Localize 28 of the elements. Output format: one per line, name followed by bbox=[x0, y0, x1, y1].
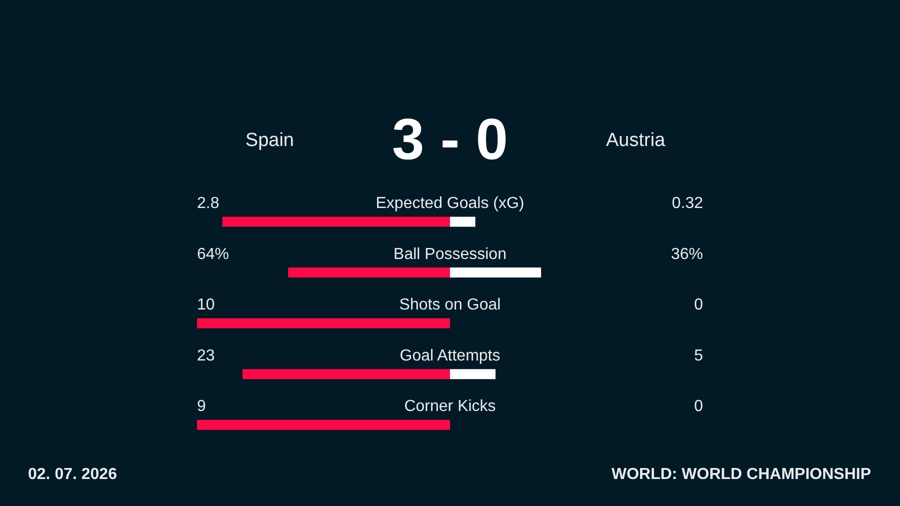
y-tick-label: Ball Possession bbox=[394, 246, 506, 263]
text: Austria bbox=[606, 130, 666, 151]
text: 0 bbox=[694, 296, 704, 314]
text: Spain bbox=[245, 130, 294, 151]
annotation: 23 bbox=[197, 347, 215, 364]
annotation: 64% bbox=[197, 246, 230, 263]
y-tick-label: Corner Kicks bbox=[404, 398, 496, 416]
text: 36% bbox=[670, 246, 703, 263]
bar bbox=[450, 369, 496, 380]
annotation: 10 bbox=[197, 296, 215, 314]
bar bbox=[197, 318, 450, 328]
annotation: 2.8 bbox=[197, 195, 220, 212]
text: WORLD: WORLD CHAMPIONSHIP bbox=[611, 466, 872, 483]
text: 5 bbox=[694, 347, 704, 364]
text: 0.32 bbox=[672, 195, 704, 212]
bar bbox=[288, 268, 450, 278]
bar bbox=[450, 268, 542, 278]
y-tick-label: Expected Goals (xG) bbox=[376, 195, 524, 212]
annotation: 9 bbox=[197, 398, 206, 416]
bar bbox=[197, 420, 450, 430]
y-tick-label: Goal Attempts bbox=[400, 347, 500, 364]
bar bbox=[450, 216, 476, 227]
text: 3 - 0 bbox=[392, 106, 508, 172]
text: 02. 07. 2026 bbox=[28, 466, 118, 483]
bar bbox=[242, 369, 450, 380]
bar bbox=[222, 216, 450, 227]
y-tick-label: Shots on Goal bbox=[399, 296, 501, 314]
text: 0 bbox=[694, 398, 704, 416]
